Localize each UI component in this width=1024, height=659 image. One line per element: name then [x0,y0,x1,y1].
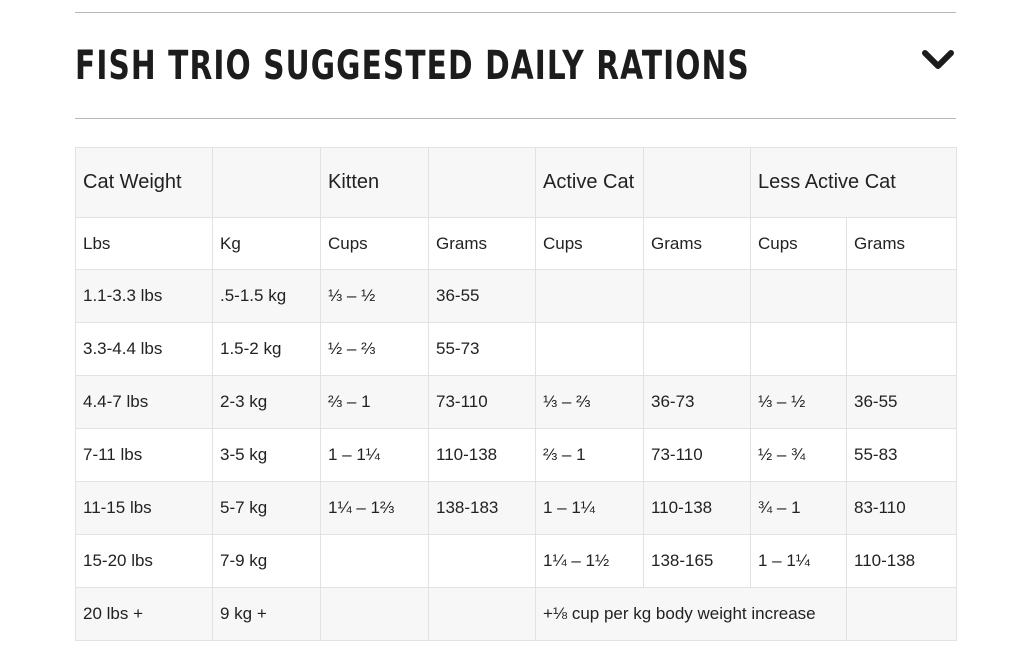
cell-kg: 7-9 kg [212,534,321,588]
subheader-kitten-grams: Grams [428,217,536,270]
cell-kitten-grams: 110-138 [428,428,536,482]
cell-kitten-grams [428,534,536,588]
cell-active-grams: 110-138 [643,481,751,535]
cell-lbs: 11-15 lbs [75,481,213,535]
header-kitten: Kitten [320,147,429,218]
cell-active-cups: ⅔ – 1 [535,428,644,482]
cell-less-active-grams: 83-110 [846,481,957,535]
header-blank [212,147,321,218]
cell-kitten-cups: ½ – ⅔ [320,322,429,376]
cell-active-cups [535,322,644,376]
cell-less-active-cups: ½ – ¾ [750,428,847,482]
cell-lbs: 3.3-4.4 lbs [75,322,213,376]
cell-lbs: 1.1-3.3 lbs [75,269,213,323]
subheader-active-grams: Grams [643,217,751,270]
cell-kg: 5-7 kg [212,481,321,535]
subheader-kitten-cups: Cups [320,217,429,270]
cell-kg: .5-1.5 kg [212,269,321,323]
section-title: FISH TRIO SUGGESTED DAILY RATIONS [75,43,750,89]
cell-lbs: 15-20 lbs [75,534,213,588]
cell-less-active-cups [750,269,847,323]
header-blank [643,147,751,218]
cell-active-grams [643,322,751,376]
cell-less-active-cups: ⅓ – ½ [750,375,847,429]
collapse-toggle-button[interactable] [920,44,956,76]
subheader-less-active-grams: Grams [846,217,957,270]
cell-kitten-cups: 1¼ – 1⅔ [320,481,429,535]
table-row: 4.4-7 lbs 2-3 kg ⅔ – 1 73-110 ⅓ – ⅔ 36-7… [75,375,957,429]
cell-kitten-cups: ⅔ – 1 [320,375,429,429]
cell-active-grams: 73-110 [643,428,751,482]
rations-table: Cat Weight Kitten Active Cat Less Active… [75,147,957,641]
cell-lbs: 20 lbs + [75,587,213,641]
cell-active-grams: 138-165 [643,534,751,588]
cell-kitten-cups [320,587,429,641]
table-group-header-row: Cat Weight Kitten Active Cat Less Active… [75,147,957,218]
cell-kitten-cups [320,534,429,588]
table-row: 7-11 lbs 3-5 kg 1 – 1¼ 110-138 ⅔ – 1 73-… [75,428,957,482]
cell-increase-note: +⅛ cup per kg body weight increase [535,587,847,641]
subheader-kg: Kg [212,217,321,270]
cell-kitten-cups: ⅓ – ½ [320,269,429,323]
cell-active-grams: 36-73 [643,375,751,429]
cell-less-active-cups [750,322,847,376]
subheader-less-active-cups: Cups [750,217,847,270]
cell-kg: 9 kg + [212,587,321,641]
cell-less-active-grams [846,587,957,641]
cell-active-cups: 1¼ – 1½ [535,534,644,588]
cell-less-active-grams: 110-138 [846,534,957,588]
cell-less-active-cups: ¾ – 1 [750,481,847,535]
cell-kitten-cups: 1 – 1¼ [320,428,429,482]
cell-kitten-grams: 55-73 [428,322,536,376]
cell-lbs: 4.4-7 lbs [75,375,213,429]
cell-kitten-grams: 36-55 [428,269,536,323]
cell-kitten-grams: 73-110 [428,375,536,429]
cell-kitten-grams: 138-183 [428,481,536,535]
cell-less-active-grams: 55-83 [846,428,957,482]
header-less-active-cat: Less Active Cat [750,147,957,218]
cell-kg: 3-5 kg [212,428,321,482]
table-subheader-row: Lbs Kg Cups Grams Cups Grams Cups Grams [75,217,957,270]
top-divider [75,12,956,13]
cell-kg: 1.5-2 kg [212,322,321,376]
cell-less-active-cups: 1 – 1¼ [750,534,847,588]
table-row-last: 20 lbs + 9 kg + +⅛ cup per kg body weigh… [75,587,957,641]
table-row: 15-20 lbs 7-9 kg 1¼ – 1½ 138-165 1 – 1¼ … [75,534,957,588]
cell-less-active-grams [846,269,957,323]
cell-lbs: 7-11 lbs [75,428,213,482]
cell-active-grams [643,269,751,323]
cell-active-cups: ⅓ – ⅔ [535,375,644,429]
table-row: 1.1-3.3 lbs .5-1.5 kg ⅓ – ½ 36-55 [75,269,957,323]
table-row: 11-15 lbs 5-7 kg 1¼ – 1⅔ 138-183 1 – 1¼ … [75,481,957,535]
cell-kitten-grams [428,587,536,641]
header-blank [428,147,536,218]
cell-less-active-grams: 36-55 [846,375,957,429]
subheader-active-cups: Cups [535,217,644,270]
cell-kg: 2-3 kg [212,375,321,429]
header-active-cat: Active Cat [535,147,644,218]
table-row: 3.3-4.4 lbs 1.5-2 kg ½ – ⅔ 55-73 [75,322,957,376]
cell-less-active-grams [846,322,957,376]
subheader-lbs: Lbs [75,217,213,270]
cell-active-cups: 1 – 1¼ [535,481,644,535]
header-cat-weight: Cat Weight [75,147,213,218]
cell-active-cups [535,269,644,323]
bottom-divider [75,118,956,119]
chevron-down-icon [922,50,954,69]
